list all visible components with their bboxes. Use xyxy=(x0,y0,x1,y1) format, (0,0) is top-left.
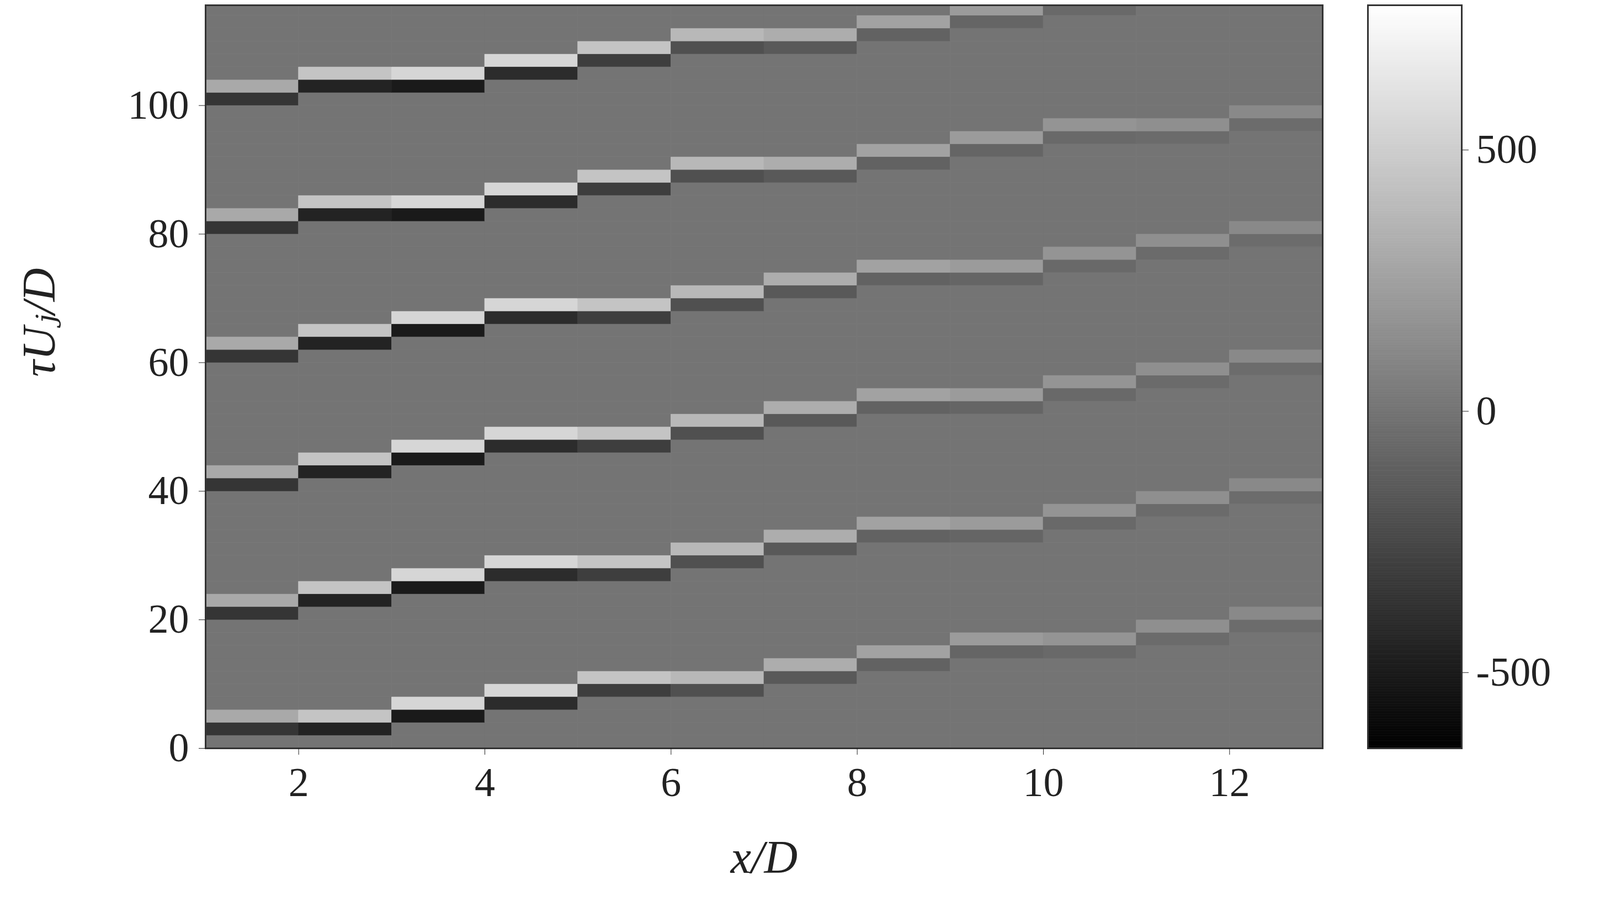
svg-text:4: 4 xyxy=(474,759,496,805)
svg-text:10: 10 xyxy=(1023,759,1065,805)
svg-text:20: 20 xyxy=(148,596,190,642)
svg-text:80: 80 xyxy=(148,210,190,257)
svg-text:0: 0 xyxy=(1476,387,1497,434)
svg-text:2: 2 xyxy=(288,759,310,805)
svg-text:500: 500 xyxy=(1476,126,1538,172)
svg-text:12: 12 xyxy=(1209,759,1251,805)
svg-text:40: 40 xyxy=(148,467,190,513)
svg-text:6: 6 xyxy=(660,759,682,805)
svg-text:0: 0 xyxy=(168,724,190,770)
svg-text:x/D: x/D xyxy=(729,831,798,883)
svg-text:8: 8 xyxy=(847,759,868,805)
svg-text:τUⱼ/D: τUⱼ/D xyxy=(13,268,65,377)
svg-text:60: 60 xyxy=(148,339,190,385)
svg-text:-500: -500 xyxy=(1476,649,1552,695)
svg-text:100: 100 xyxy=(128,82,190,128)
